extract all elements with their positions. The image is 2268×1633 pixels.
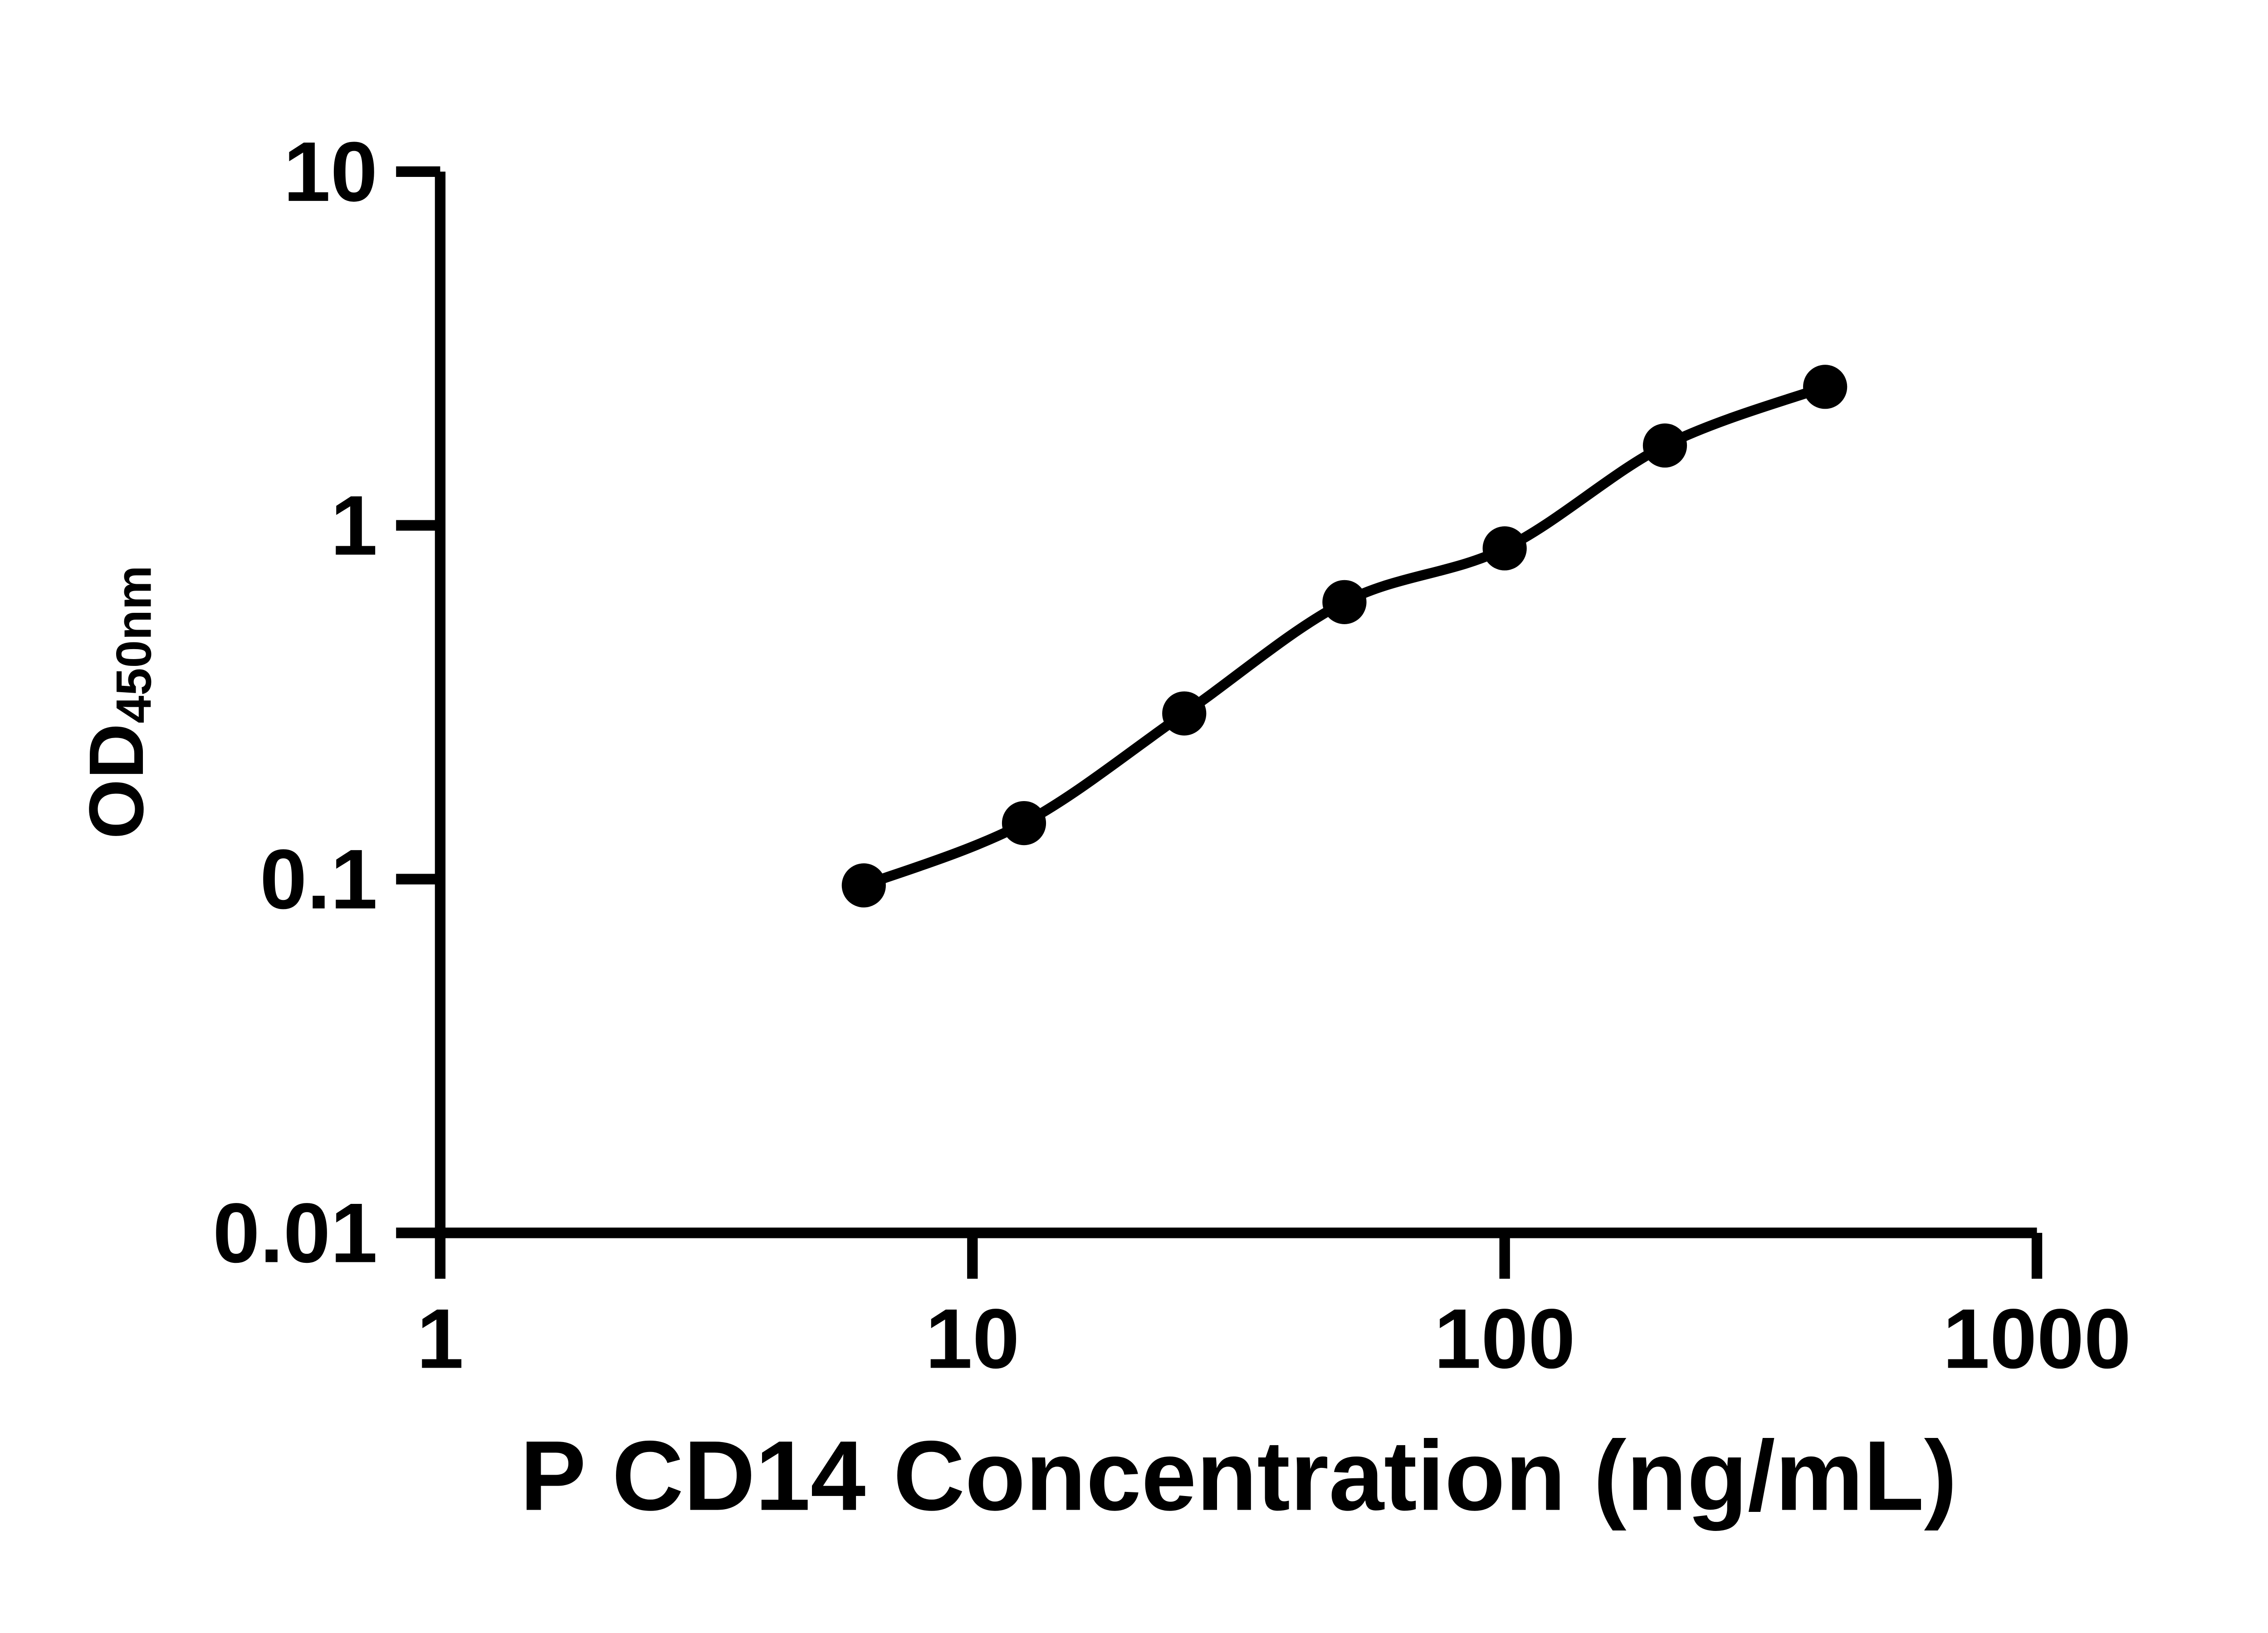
data-point	[841, 863, 886, 908]
x-axis-tick-labels: 1 10 100 1000	[417, 1291, 2131, 1386]
data-points	[841, 365, 1848, 908]
y-axis-title: OD450nm	[73, 565, 162, 839]
data-point	[1162, 691, 1207, 736]
y-tick-label: 1	[331, 478, 378, 573]
x-tick-label: 10	[925, 1291, 1020, 1386]
data-point	[1482, 526, 1527, 571]
data-point	[1803, 365, 1848, 409]
y-tick-label: 10	[284, 124, 378, 219]
data-point	[1002, 801, 1046, 846]
data-point	[1322, 580, 1367, 624]
y-tick-label: 0.1	[260, 832, 378, 927]
y-axis-title-subscript: 450nm	[107, 565, 162, 723]
y-tick-label: 0.01	[213, 1185, 377, 1280]
data-point	[1642, 423, 1687, 468]
x-axis-title: P CD14 Concentration (ng/mL)	[520, 1421, 1957, 1531]
axis-frame	[435, 171, 2037, 1238]
y-axis-title-main: OD	[73, 724, 160, 839]
x-axis-tick-marks	[435, 1232, 2043, 1279]
x-tick-label: 1000	[1943, 1291, 2131, 1386]
y-axis-tick-labels: 10 1 0.1 0.01	[213, 124, 377, 1281]
x-tick-label: 100	[1434, 1291, 1575, 1386]
y-axis-tick-marks	[396, 166, 440, 1238]
x-tick-label: 1	[417, 1291, 464, 1386]
